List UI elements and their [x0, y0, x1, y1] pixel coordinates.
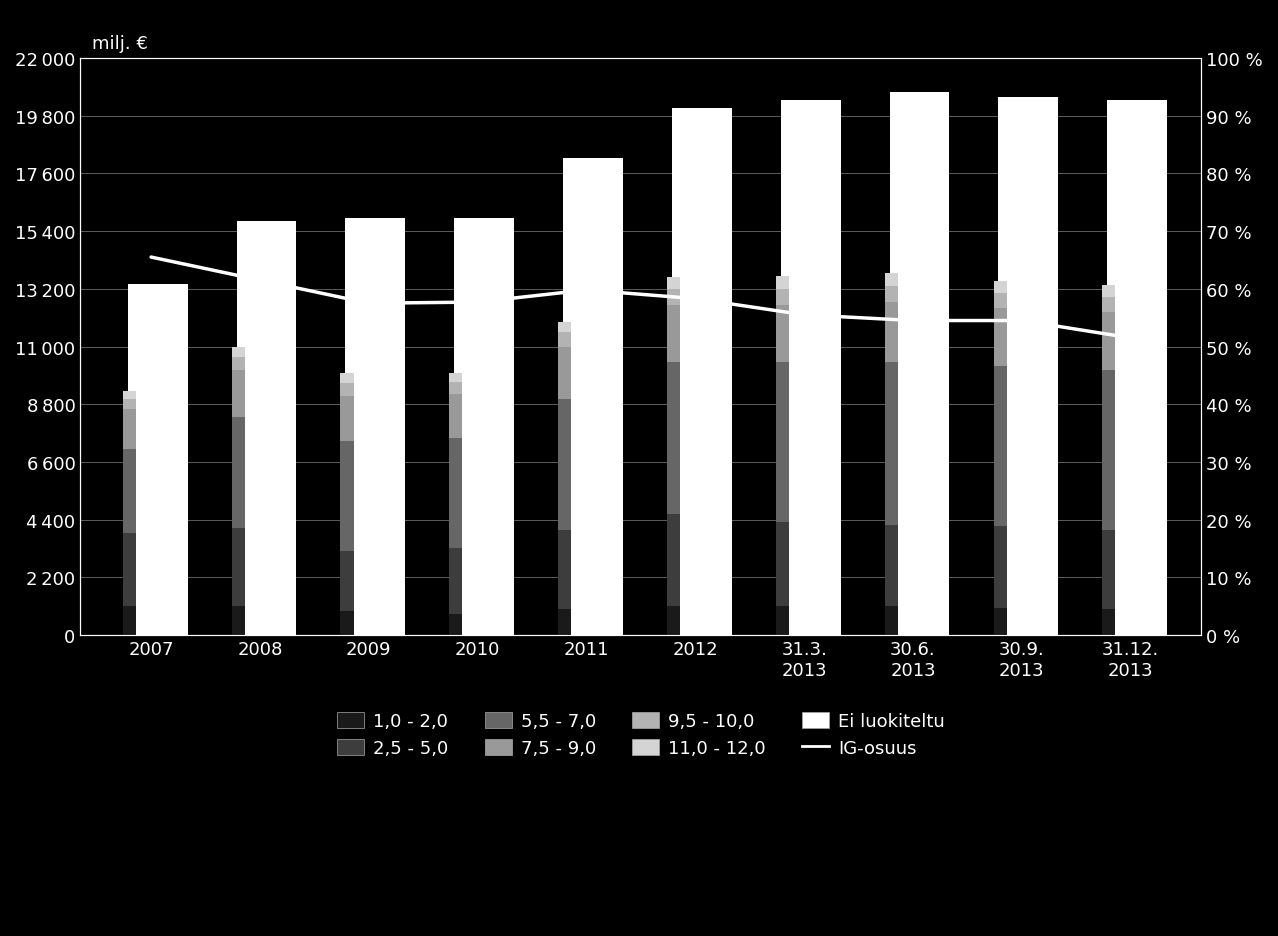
- Bar: [123, 607, 135, 636]
- IG-osuus: [688, 294, 703, 305]
- Bar: [1103, 609, 1116, 636]
- Bar: [558, 400, 571, 531]
- Bar: [558, 531, 571, 609]
- Bar: [123, 400, 135, 410]
- Bar: [558, 332, 571, 347]
- Text: milj. €: milj. €: [92, 36, 147, 53]
- Bar: [884, 363, 897, 525]
- Bar: [454, 219, 514, 636]
- Bar: [231, 417, 244, 528]
- Bar: [123, 449, 135, 534]
- Bar: [667, 607, 680, 636]
- Bar: [123, 391, 135, 400]
- Bar: [123, 410, 135, 449]
- Bar: [450, 383, 463, 394]
- Bar: [558, 322, 571, 332]
- Bar: [776, 289, 789, 305]
- IG-osuus: [1123, 333, 1139, 344]
- Bar: [231, 528, 244, 607]
- Bar: [231, 607, 244, 636]
- Bar: [993, 367, 1007, 527]
- Bar: [236, 221, 296, 636]
- Bar: [340, 442, 354, 551]
- Bar: [128, 285, 188, 636]
- IG-osuus: [470, 297, 486, 308]
- Bar: [340, 612, 354, 636]
- Bar: [340, 373, 354, 384]
- Legend: 1,0 - 2,0, 2,5 - 5,0, 5,5 - 7,0, 7,5 - 9,0, 9,5 - 10,0, 11,0 - 12,0, Ei luokitel: 1,0 - 2,0, 2,5 - 5,0, 5,5 - 7,0, 7,5 - 9…: [330, 705, 952, 765]
- Bar: [231, 371, 244, 417]
- Bar: [1103, 313, 1116, 371]
- Bar: [993, 607, 1007, 636]
- Bar: [558, 347, 571, 400]
- Bar: [340, 384, 354, 397]
- Bar: [1103, 531, 1116, 609]
- Bar: [450, 373, 463, 383]
- Bar: [776, 276, 789, 289]
- Bar: [340, 551, 354, 612]
- Bar: [884, 525, 897, 607]
- Bar: [667, 363, 680, 515]
- Bar: [667, 515, 680, 607]
- Bar: [123, 534, 135, 607]
- Bar: [889, 93, 950, 636]
- Bar: [450, 614, 463, 636]
- Bar: [993, 309, 1007, 367]
- Bar: [884, 273, 897, 286]
- Bar: [340, 397, 354, 442]
- Bar: [345, 219, 405, 636]
- Bar: [998, 98, 1058, 636]
- Bar: [993, 527, 1007, 607]
- Bar: [450, 439, 463, 548]
- Bar: [667, 289, 680, 305]
- Bar: [558, 609, 571, 636]
- Bar: [993, 293, 1007, 309]
- Bar: [1107, 101, 1167, 636]
- IG-osuus: [252, 275, 267, 286]
- Bar: [564, 158, 622, 636]
- Bar: [231, 358, 244, 371]
- Bar: [1103, 285, 1116, 298]
- Bar: [1103, 371, 1116, 531]
- Bar: [776, 305, 789, 363]
- Bar: [776, 607, 789, 636]
- Bar: [667, 278, 680, 289]
- Bar: [450, 548, 463, 614]
- Bar: [884, 286, 897, 302]
- IG-osuus: [905, 315, 920, 327]
- IG-osuus: [796, 310, 812, 321]
- Bar: [884, 302, 897, 363]
- Bar: [672, 109, 732, 636]
- Bar: [667, 305, 680, 363]
- Bar: [781, 101, 841, 636]
- IG-osuus: [143, 252, 158, 263]
- IG-osuus: [579, 285, 594, 297]
- IG-osuus: [1015, 315, 1030, 327]
- Bar: [776, 363, 789, 522]
- Line: IG-osuus: IG-osuus: [151, 257, 1131, 339]
- Bar: [884, 607, 897, 636]
- IG-osuus: [362, 299, 377, 310]
- Bar: [231, 347, 244, 358]
- Bar: [993, 282, 1007, 293]
- Bar: [1103, 298, 1116, 313]
- Bar: [450, 394, 463, 439]
- Bar: [776, 522, 789, 607]
